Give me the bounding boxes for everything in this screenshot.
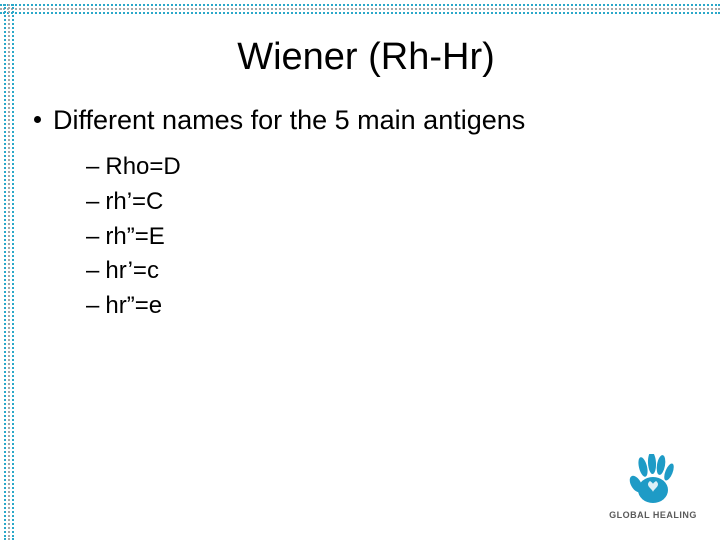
border-line <box>0 8 720 10</box>
main-bullet-text: Different names for the 5 main antigens <box>53 105 525 135</box>
list-item: –hr”=e <box>86 289 704 324</box>
sub-bullet-text: rh”=E <box>105 223 164 250</box>
sub-bullet-list: –Rho=D –rh’=C –rh”=E –hr’=c –hr”=e <box>86 150 704 324</box>
page-title: Wiener (Rh-Hr) <box>28 36 704 79</box>
border-line <box>0 4 720 6</box>
logo: GLOBAL HEALING <box>608 454 698 520</box>
list-item: –rh’=C <box>86 185 704 220</box>
list-item: –Rho=D <box>86 150 704 185</box>
list-item: –hr’=c <box>86 254 704 289</box>
top-border <box>0 4 720 14</box>
hand-icon <box>625 454 681 506</box>
left-border <box>4 4 14 540</box>
main-bullet: Different names for the 5 main antigens <box>34 105 704 136</box>
dash-icon: – <box>86 188 99 215</box>
sub-bullet-text: rh’=C <box>105 188 163 215</box>
border-line <box>12 4 14 540</box>
border-line <box>0 12 720 14</box>
dash-icon: – <box>86 153 99 180</box>
dash-icon: – <box>86 292 99 319</box>
bullet-dot-icon <box>34 116 41 123</box>
sub-bullet-text: hr’=c <box>105 257 159 284</box>
logo-text: GLOBAL HEALING <box>608 510 698 520</box>
sub-bullet-text: hr”=e <box>105 292 162 319</box>
dash-icon: – <box>86 257 99 284</box>
sub-bullet-text: Rho=D <box>105 153 180 180</box>
content-area: Wiener (Rh-Hr) Different names for the 5… <box>28 20 704 524</box>
list-item: –rh”=E <box>86 220 704 255</box>
slide: Wiener (Rh-Hr) Different names for the 5… <box>0 0 720 540</box>
border-line <box>4 4 6 540</box>
dash-icon: – <box>86 223 99 250</box>
border-line <box>8 4 10 540</box>
